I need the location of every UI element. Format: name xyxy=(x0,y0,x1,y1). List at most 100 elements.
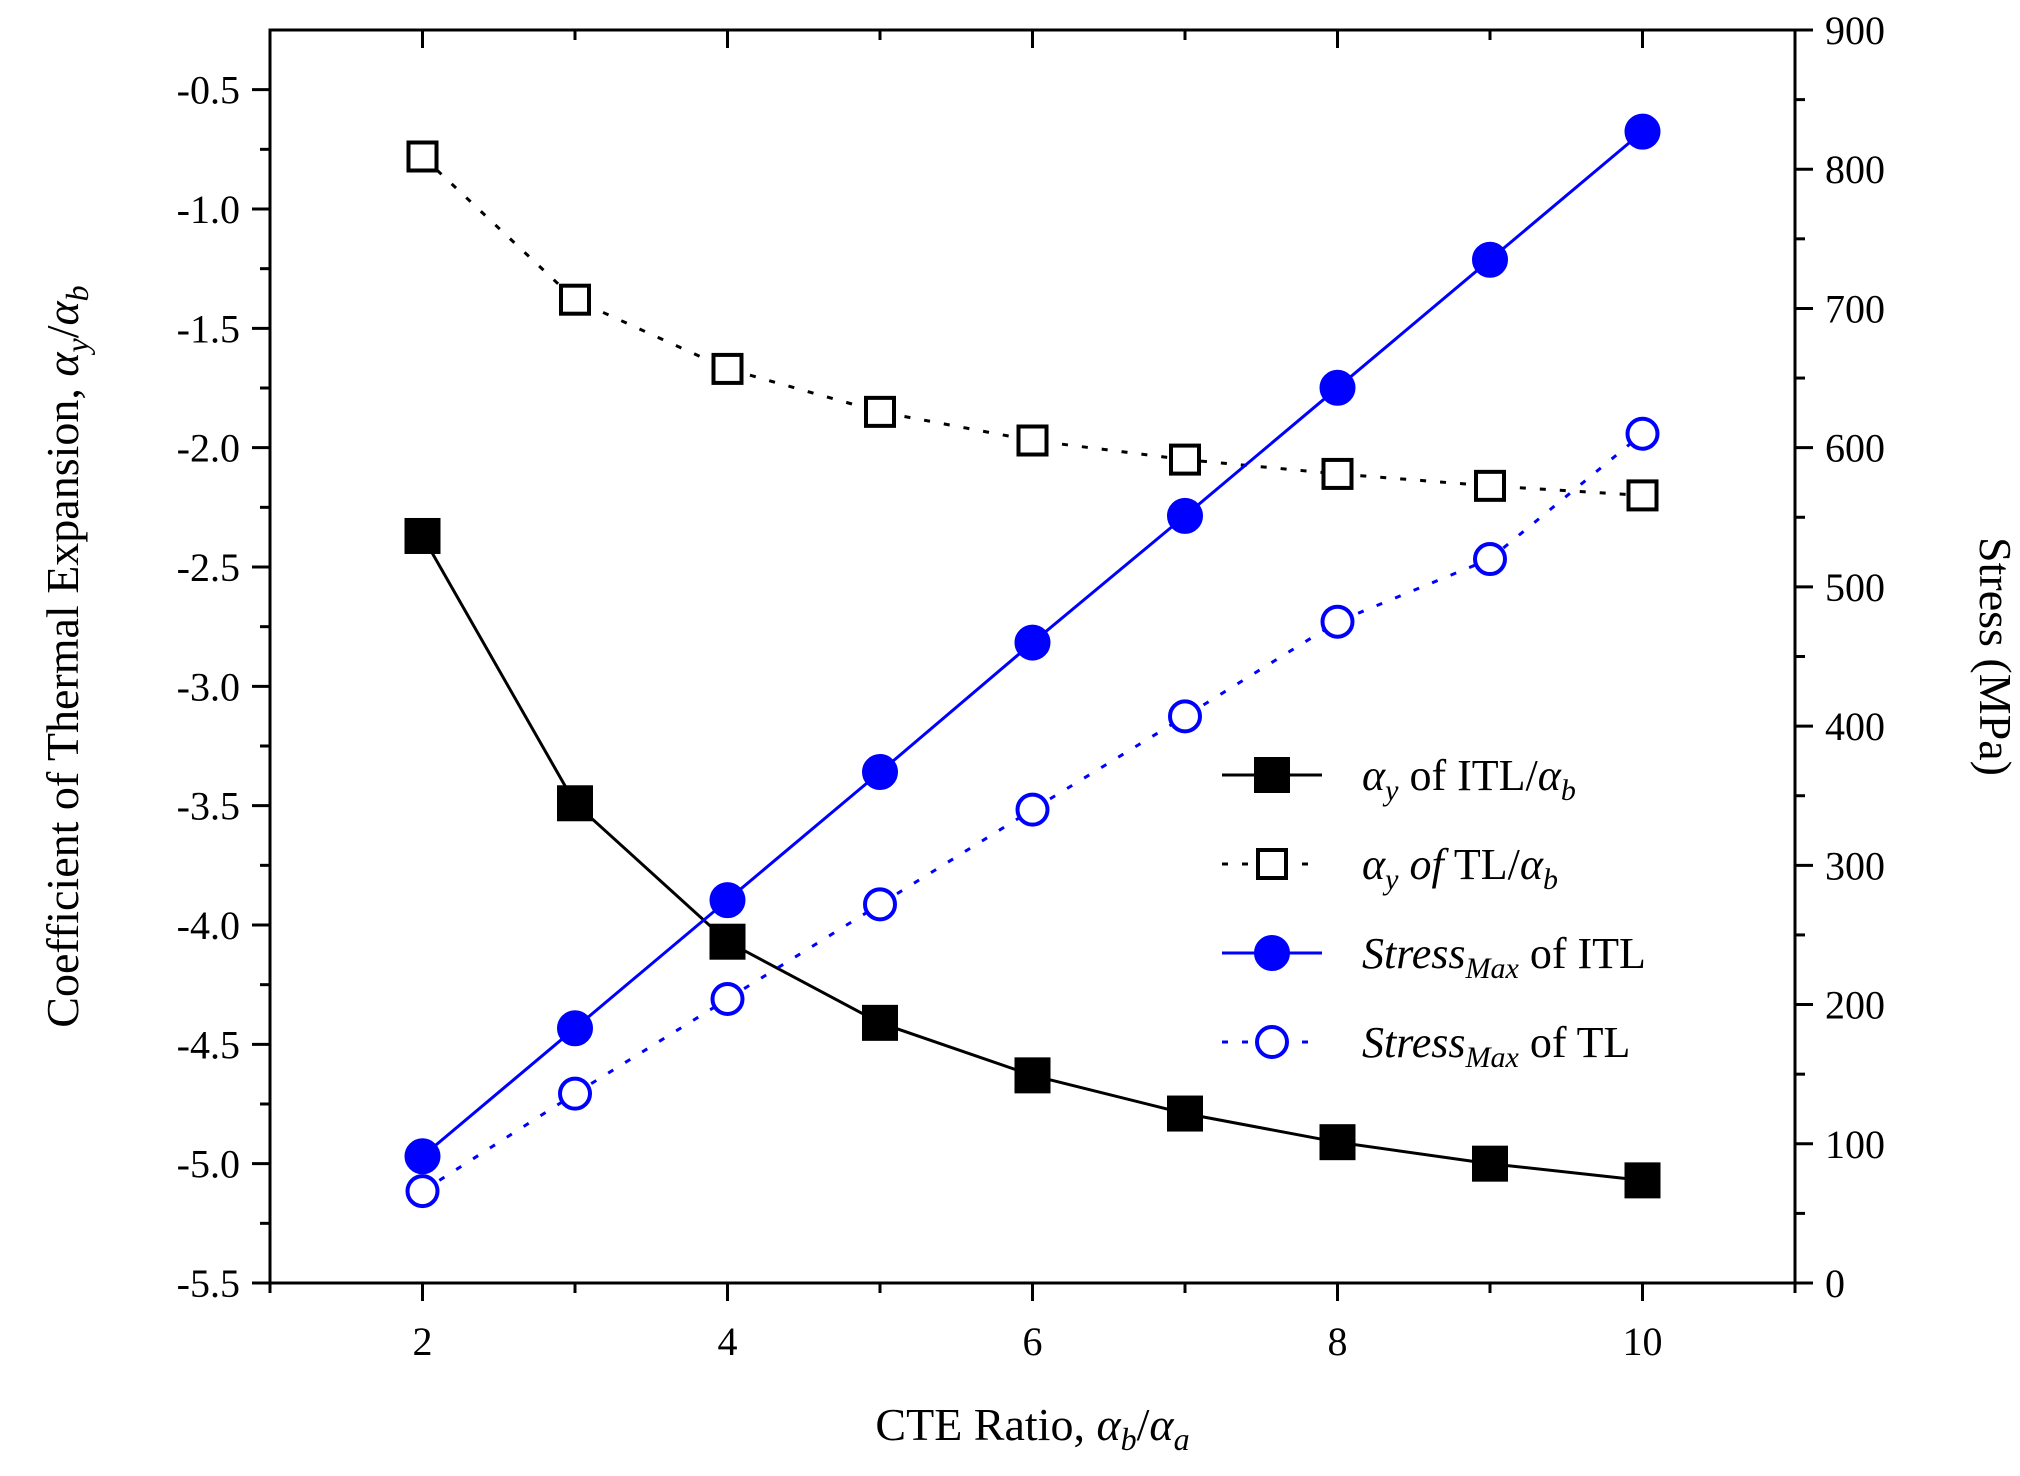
axis-title-math-part: b xyxy=(59,285,95,301)
legend-label-part: α xyxy=(1520,840,1544,889)
y-left-axis-title: Coefficient of Thermal Expansion, αy/αb xyxy=(37,285,95,1027)
y-right-tick-label: 800 xyxy=(1825,147,1885,192)
y-right-tick-label: 700 xyxy=(1825,286,1885,331)
y-right-tick-label: 300 xyxy=(1825,843,1885,888)
axis-title-math-part: α xyxy=(37,352,88,377)
data-point xyxy=(1014,624,1051,661)
y-left-tick-label: -1.5 xyxy=(177,306,240,351)
data-point xyxy=(1626,479,1659,512)
data-point xyxy=(863,887,897,922)
legend-label: αy of ITL/αb xyxy=(1362,751,1576,807)
series-1 xyxy=(406,140,1659,512)
legend-label-part: of ITL/ xyxy=(1398,751,1538,800)
data-point xyxy=(1625,416,1660,451)
axis-title-math-part: α xyxy=(1149,1399,1174,1450)
x-tick-label: 10 xyxy=(1623,1319,1663,1364)
data-point xyxy=(1473,542,1507,577)
data-point xyxy=(404,1138,441,1175)
axis-title-math-part: a xyxy=(1174,1421,1190,1457)
data-point xyxy=(864,395,896,428)
x-axis-title-text: CTE Ratio, xyxy=(875,1399,1096,1450)
series-line xyxy=(421,155,1643,497)
axis-title-math-part: α xyxy=(1096,1399,1121,1450)
data-point xyxy=(1168,699,1202,734)
y-right-tick-label: 500 xyxy=(1825,565,1885,610)
legend-entry-3: StressMax of TL xyxy=(1222,1018,1630,1074)
data-point xyxy=(710,981,745,1016)
legend-entry-0: αy of ITL/αb xyxy=(1222,751,1576,807)
legend-label-part: Max xyxy=(1465,1041,1520,1074)
legend-label-part: b xyxy=(1561,774,1576,807)
series-3 xyxy=(405,416,1660,1209)
y-left-tick-label: -3.5 xyxy=(177,784,240,829)
legend-label-part: Stress xyxy=(1362,1018,1466,1067)
legend-label: StressMax of ITL xyxy=(1362,929,1646,985)
legend-marker xyxy=(1255,1025,1289,1059)
x-tick-label: 4 xyxy=(718,1319,738,1364)
y-left-tick-label: -0.5 xyxy=(177,68,240,113)
x-tick-label: 6 xyxy=(1023,1319,1043,1364)
data-point xyxy=(405,1174,440,1209)
y-left-tick-label: -5.0 xyxy=(177,1142,240,1187)
data-point xyxy=(1321,457,1354,490)
data-point xyxy=(406,140,439,173)
legend-marker xyxy=(1254,757,1290,793)
data-point xyxy=(862,754,898,791)
y-right-tick-label: 600 xyxy=(1825,426,1885,471)
data-point xyxy=(1319,1124,1356,1161)
legend-label-part: b xyxy=(1543,863,1558,896)
legend-label-part: α xyxy=(1362,751,1386,800)
data-point xyxy=(558,1076,592,1111)
axis-title-math-part: y xyxy=(59,337,95,355)
series-line xyxy=(421,432,1644,1193)
data-point xyxy=(1014,1057,1051,1094)
y-left-tick-label: -4.5 xyxy=(177,1022,240,1067)
y-left-tick-label: -5.5 xyxy=(177,1261,240,1306)
y-right-tick-label: 200 xyxy=(1825,983,1885,1028)
data-point xyxy=(709,882,746,919)
y-right-tick-label: 100 xyxy=(1825,1122,1885,1167)
legend-label-part xyxy=(1398,840,1409,889)
x-tick-label: 8 xyxy=(1328,1319,1348,1364)
data-point xyxy=(1472,241,1508,278)
y-left-axis-title-text: Coefficient of Thermal Expansion, xyxy=(37,377,88,1028)
data-point xyxy=(709,923,746,960)
data-point xyxy=(1472,1145,1508,1182)
legend-label: StressMax of TL xyxy=(1362,1018,1630,1074)
data-point xyxy=(1016,424,1049,457)
data-point xyxy=(1167,497,1203,534)
data-point xyxy=(711,352,744,385)
axes-layer: 2 4 6 8 10 -5.5 -5.0 -4.5 -4.0 -3.5 -3.0 -2.5 -2.0 -1… xyxy=(37,8,2020,1457)
data-point xyxy=(862,1004,898,1041)
x-tick-label: 2 xyxy=(413,1319,433,1364)
legend-marker xyxy=(1256,848,1288,880)
legend-marker xyxy=(1254,935,1290,971)
series-0 xyxy=(404,517,1661,1199)
legend-label-part: of ITL xyxy=(1519,929,1646,978)
data-point xyxy=(1015,792,1050,827)
data-point xyxy=(557,1010,593,1047)
data-point xyxy=(1320,604,1355,639)
y-left-tick-label: -2.5 xyxy=(177,545,240,590)
legend-label-part: Stress xyxy=(1362,929,1466,978)
legend-label-part: of xyxy=(1409,840,1449,889)
x-axis-title: CTE Ratio, αb/αa xyxy=(875,1399,1189,1457)
y-left-tick-label: -1.0 xyxy=(177,187,240,232)
y-right-tick-label: 400 xyxy=(1825,704,1885,749)
y-right-tick-label: 0 xyxy=(1825,1261,1845,1306)
legend-label-part: of TL xyxy=(1519,1018,1631,1067)
axis-title-math-part: / xyxy=(37,325,88,338)
y-right-axis-title: Stress (MPa) xyxy=(1970,537,2020,776)
series-2 xyxy=(404,113,1661,1175)
data-point xyxy=(1474,469,1506,502)
legend-label-part: TL/ xyxy=(1444,840,1521,889)
legend-label-part: y xyxy=(1382,774,1399,807)
data-point xyxy=(404,517,441,554)
y-left-tick-label: -4.0 xyxy=(177,903,240,948)
legend-entry-2: StressMax of ITL xyxy=(1222,929,1646,985)
data-point xyxy=(1167,1095,1203,1132)
data-point xyxy=(1169,443,1201,476)
legend-label: αy of TL/αb xyxy=(1362,840,1558,896)
